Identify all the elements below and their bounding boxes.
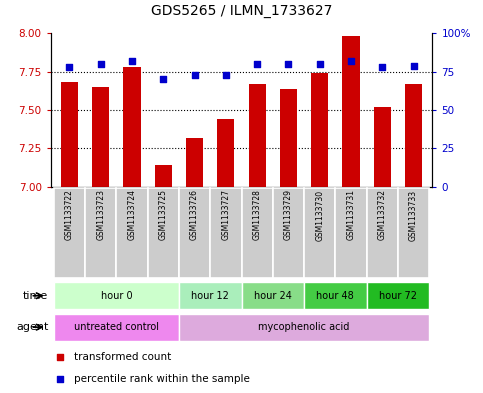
Bar [405,84,422,187]
Bar [124,67,141,187]
Point [253,61,261,67]
Bar [155,165,172,187]
Text: hour 12: hour 12 [191,291,229,301]
Bar [249,84,266,187]
Text: percentile rank within the sample: percentile rank within the sample [73,374,250,384]
Bar [179,187,210,278]
Bar [304,187,335,278]
Point [410,62,417,69]
Bar [311,73,328,187]
Point [128,58,136,64]
Bar [280,88,297,187]
Point [378,64,386,70]
Bar [85,187,116,278]
Bar [186,138,203,187]
Bar [61,83,78,187]
Text: time: time [23,291,48,301]
Text: hour 72: hour 72 [379,291,417,301]
Bar [54,187,85,278]
Point [57,376,64,382]
Bar [217,119,234,187]
Bar [54,282,179,309]
Bar [54,314,179,341]
Text: GSM1133729: GSM1133729 [284,189,293,241]
Bar [116,187,148,278]
Text: GSM1133727: GSM1133727 [221,189,230,241]
Text: GSM1133726: GSM1133726 [190,189,199,241]
Bar [179,282,242,309]
Bar [367,282,429,309]
Bar [92,87,109,187]
Bar [335,187,367,278]
Text: GSM1133722: GSM1133722 [65,189,74,241]
Text: hour 0: hour 0 [100,291,132,301]
Text: transformed count: transformed count [73,351,171,362]
Text: GSM1133733: GSM1133733 [409,189,418,241]
Text: GSM1133723: GSM1133723 [96,189,105,241]
Text: untreated control: untreated control [74,322,159,332]
Bar [273,187,304,278]
Text: GSM1133730: GSM1133730 [315,189,324,241]
Bar [398,187,429,278]
Text: GSM1133725: GSM1133725 [159,189,168,241]
Point [222,72,230,78]
Text: agent: agent [16,322,48,332]
Bar [148,187,179,278]
Point [57,353,64,360]
Bar [242,187,273,278]
Text: GSM1133724: GSM1133724 [128,189,137,241]
Point [97,61,105,67]
Point [66,64,73,70]
Bar [242,282,304,309]
Bar [374,107,391,187]
Point [191,72,199,78]
Bar [179,314,429,341]
Bar [342,37,359,187]
Point [284,61,292,67]
Bar [304,282,367,309]
Text: hour 24: hour 24 [254,291,292,301]
Bar [367,187,398,278]
Text: GSM1133728: GSM1133728 [253,189,262,241]
Text: GSM1133731: GSM1133731 [346,189,355,241]
Text: hour 48: hour 48 [316,291,354,301]
Bar [210,187,242,278]
Text: mycophenolic acid: mycophenolic acid [258,322,350,332]
Point [159,76,167,83]
Text: GDS5265 / ILMN_1733627: GDS5265 / ILMN_1733627 [151,4,332,18]
Point [316,61,324,67]
Point [347,58,355,64]
Text: GSM1133732: GSM1133732 [378,189,387,241]
